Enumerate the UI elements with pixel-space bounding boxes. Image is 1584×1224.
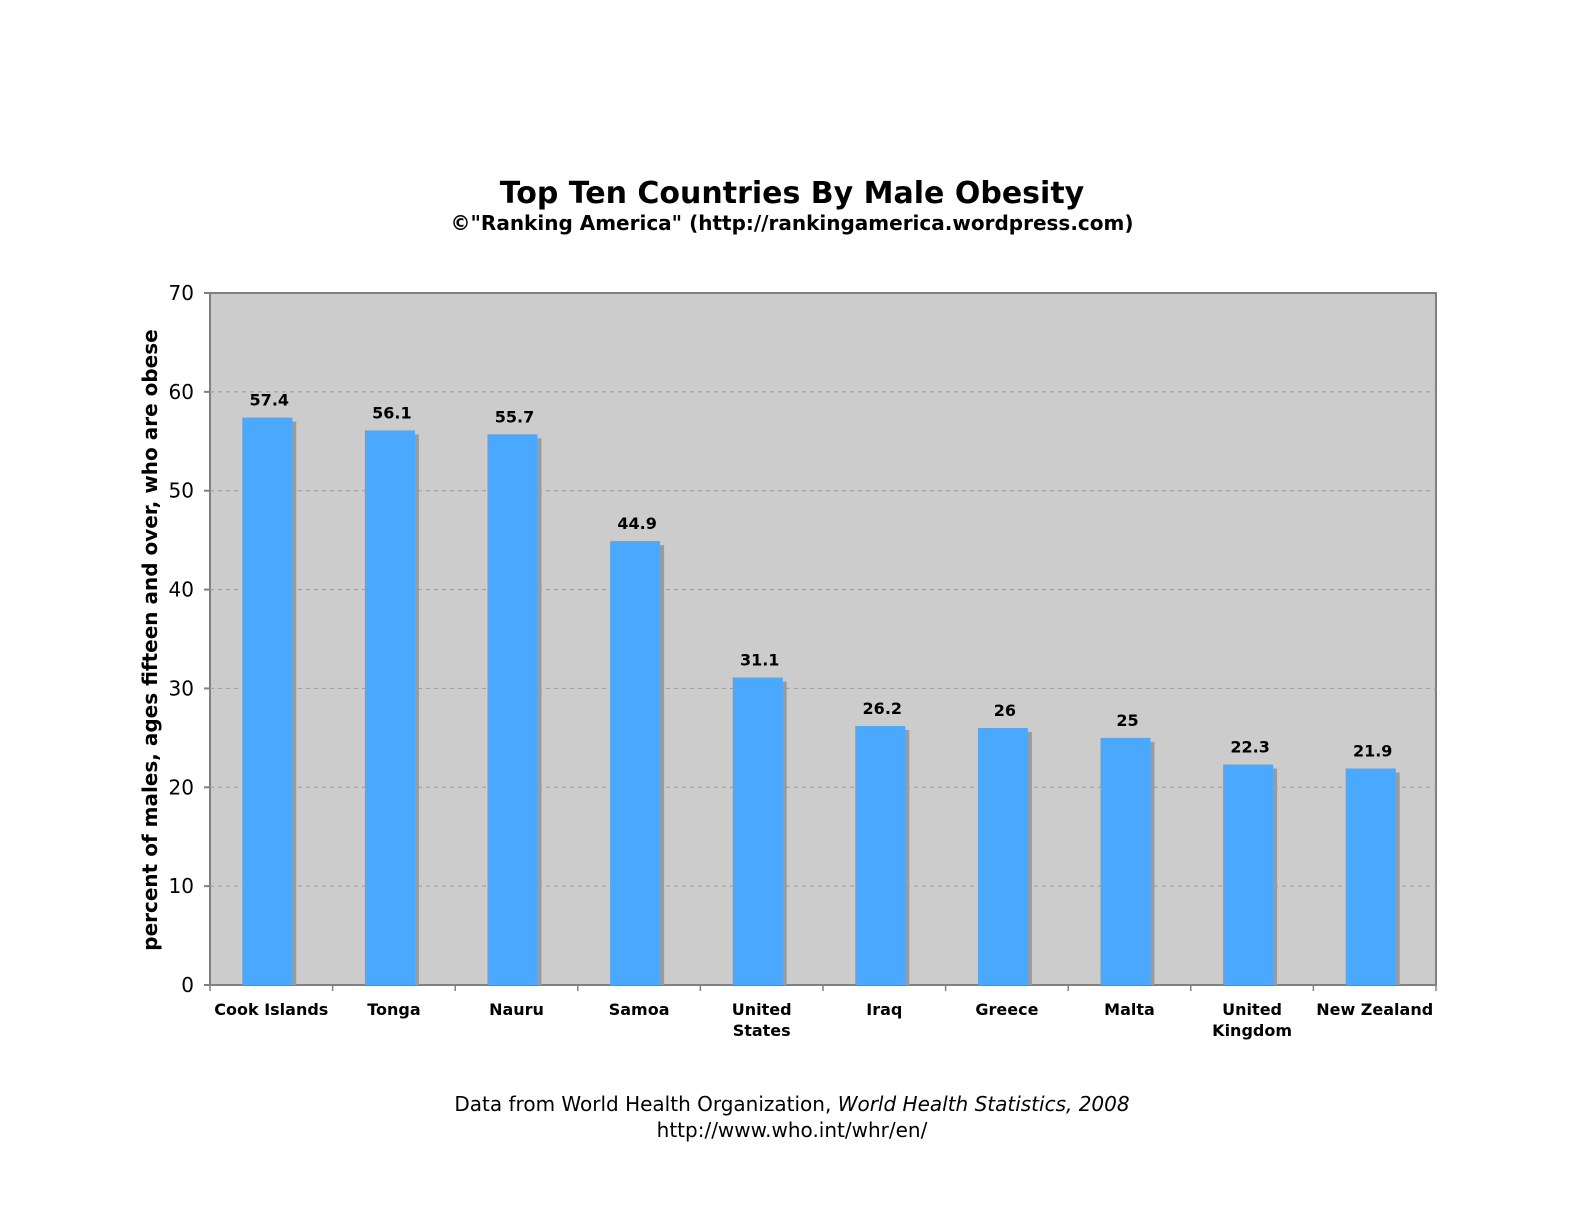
bar-value-label: 22.3 xyxy=(1230,738,1269,757)
bar-value-label: 26.2 xyxy=(863,699,902,718)
bar xyxy=(610,541,661,985)
bar-value-label: 57.4 xyxy=(250,391,289,410)
chart-subtitle: ©"Ranking America" (http://rankingameric… xyxy=(450,211,1134,235)
bars: 57.4 56.1 55.7 44.9 31.1 26.2 26 25 22.3 21.9 xyxy=(242,391,1400,985)
y-tick-label: 10 xyxy=(169,874,194,898)
bar xyxy=(487,434,538,985)
bar xyxy=(1223,764,1274,985)
bar-value-label: 31.1 xyxy=(740,651,779,670)
bar-value-label: 25 xyxy=(1116,711,1138,730)
y-tick-label: 50 xyxy=(169,479,194,503)
y-axis-label: percent of males, ages fifteen and over,… xyxy=(138,329,162,951)
x-category-label: New Zealand xyxy=(1316,1000,1433,1019)
bar-value-label: 55.7 xyxy=(495,407,534,426)
y-tick-label: 30 xyxy=(169,676,194,700)
x-category-label: Cook Islands xyxy=(214,1000,328,1019)
bar xyxy=(242,417,293,985)
x-category-label: Greece xyxy=(975,1000,1038,1019)
source-publication: World Health Statistics, 2008 xyxy=(837,1092,1130,1116)
x-category-label: United States xyxy=(732,1000,792,1040)
source-prefix: Data from World Health Organization, xyxy=(454,1092,838,1116)
bar-value-label: 26 xyxy=(994,701,1016,720)
y-tick-label: 60 xyxy=(169,380,194,404)
y-tick-label: 20 xyxy=(169,775,194,799)
bar-value-label: 56.1 xyxy=(372,403,411,422)
y-axis-ticks: 0 10 20 30 40 50 60 70 xyxy=(169,281,210,997)
y-tick-label: 40 xyxy=(169,578,194,602)
bar xyxy=(364,430,415,985)
x-category-label: Tonga xyxy=(367,1000,420,1019)
x-category-label: Samoa xyxy=(609,1000,670,1019)
x-category-label: Malta xyxy=(1104,1000,1155,1019)
bar xyxy=(732,677,783,985)
source-credit: Data from World Health Organization, Wor… xyxy=(0,1092,1584,1116)
bar xyxy=(855,725,906,985)
bar-value-label: 44.9 xyxy=(617,514,656,533)
bar xyxy=(977,727,1028,985)
bar xyxy=(1100,737,1151,985)
bar xyxy=(1345,768,1396,985)
bar-value-label: 21.9 xyxy=(1353,742,1392,761)
y-tick-label: 70 xyxy=(169,281,194,305)
x-category-label: Iraq xyxy=(866,1000,902,1019)
x-category-label: Nauru xyxy=(489,1000,544,1019)
y-tick-label: 0 xyxy=(181,973,194,997)
x-axis-labels: Cook Islands Tonga Nauru Samoa United States I… xyxy=(209,985,1437,1040)
chart-title: Top Ten Countries By Male Obesity xyxy=(499,176,1085,211)
x-category-label: United Kingdom xyxy=(1212,1000,1292,1040)
source-url: http://www.who.int/whr/en/ xyxy=(656,1118,928,1142)
